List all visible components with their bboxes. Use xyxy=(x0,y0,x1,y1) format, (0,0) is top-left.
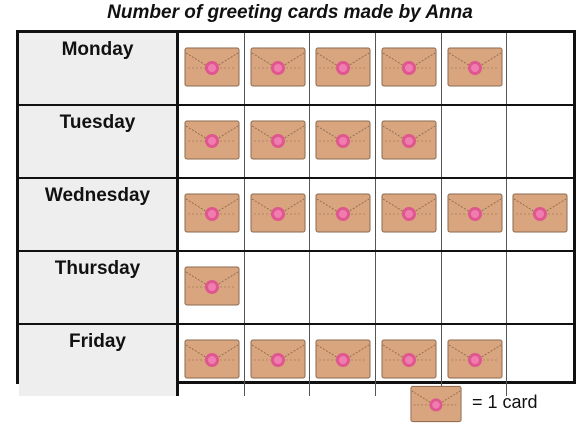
pictograph-cell xyxy=(179,252,245,323)
day-label: Wednesday xyxy=(19,179,179,250)
pictograph-cell xyxy=(507,325,573,396)
envelope-icon xyxy=(447,193,503,233)
envelope-icon xyxy=(250,47,306,87)
envelope-icon xyxy=(315,120,371,160)
envelope-icon xyxy=(184,339,240,379)
pictograph-cell xyxy=(507,33,573,104)
chart-title: Number of greeting cards made by Anna xyxy=(107,2,473,23)
pictograph-table: Monday Tuesday Wednesday Thursday Friday xyxy=(16,30,576,396)
envelope-icon xyxy=(447,339,503,379)
row-monday: Monday xyxy=(19,33,573,104)
pictograph-cell xyxy=(310,33,377,104)
envelope-icon xyxy=(315,193,371,233)
pictograph-cell xyxy=(245,106,311,177)
envelope-icon xyxy=(447,47,503,87)
pictograph-cell xyxy=(376,106,442,177)
envelope-icon xyxy=(184,47,240,87)
envelope-icon xyxy=(184,266,240,306)
legend-envelope-icon xyxy=(410,385,462,423)
pictograph-cell xyxy=(507,106,573,177)
envelope-icon xyxy=(381,120,437,160)
pictograph-cell xyxy=(310,106,377,177)
pictograph-cell xyxy=(376,179,442,250)
day-label: Thursday xyxy=(19,252,179,323)
pictograph-cell xyxy=(179,106,245,177)
pictograph-cell xyxy=(442,325,508,396)
pictograph-cell xyxy=(179,325,245,396)
envelope-icon xyxy=(381,47,437,87)
pictograph-cell xyxy=(376,325,442,396)
pictograph-cell xyxy=(179,179,245,250)
pictograph-cell xyxy=(310,325,377,396)
envelope-icon xyxy=(184,120,240,160)
pictograph-cell xyxy=(310,179,377,250)
pictograph-cell xyxy=(245,179,311,250)
envelope-icon xyxy=(250,120,306,160)
pictograph-cell xyxy=(442,106,508,177)
pictograph-cell xyxy=(245,325,311,396)
pictograph-cell xyxy=(310,252,377,323)
envelope-icon xyxy=(381,193,437,233)
pictograph-cell xyxy=(507,179,573,250)
envelope-icon xyxy=(250,339,306,379)
envelope-icon xyxy=(381,339,437,379)
pictograph-cell xyxy=(442,179,508,250)
pictograph-cell xyxy=(442,33,508,104)
pictograph-cell xyxy=(442,252,508,323)
pictograph-cell xyxy=(245,252,311,323)
envelope-icon xyxy=(250,193,306,233)
envelope-icon xyxy=(315,47,371,87)
row-thursday: Thursday xyxy=(19,250,573,323)
pictograph-cell xyxy=(245,33,311,104)
row-tuesday: Tuesday xyxy=(19,104,573,177)
day-label: Tuesday xyxy=(19,106,179,177)
day-label: Friday xyxy=(19,325,179,396)
pictograph-cell xyxy=(179,33,245,104)
pictograph-cell xyxy=(507,252,573,323)
row-wednesday: Wednesday xyxy=(19,177,573,250)
row-friday: Friday xyxy=(19,323,573,396)
day-label: Monday xyxy=(19,33,179,104)
pictograph-cell xyxy=(376,252,442,323)
envelope-icon xyxy=(315,339,371,379)
pictograph-cell xyxy=(376,33,442,104)
envelope-icon xyxy=(512,193,568,233)
legend-label: = 1 card xyxy=(472,392,538,412)
envelope-icon xyxy=(184,193,240,233)
